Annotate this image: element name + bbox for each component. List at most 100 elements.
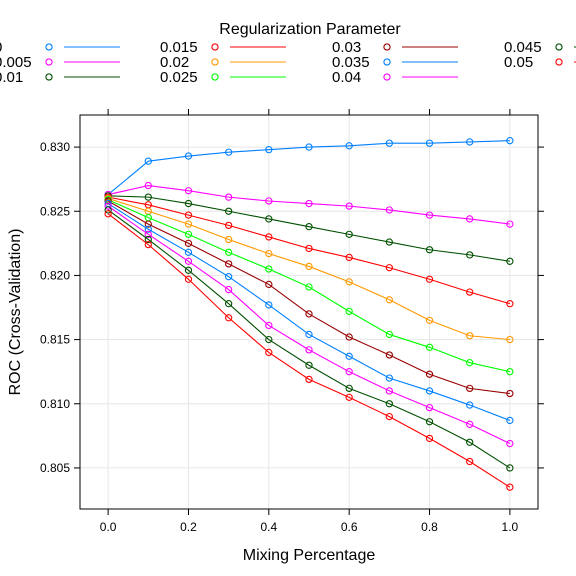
legend-label: 0.035 [332,54,370,71]
data-point [466,384,474,393]
legend-marker [211,73,219,81]
legend-item: 0.015 [160,39,286,56]
data-point [184,199,193,208]
y-tick-label: 0.815 [40,333,70,347]
series-0.005 [104,181,514,228]
data-point [345,368,353,376]
data-point [506,335,514,344]
data-point [466,359,474,367]
data-point [184,275,193,283]
data-point [425,275,434,283]
data-point [345,384,353,393]
legend-label: 0.02 [160,54,189,71]
data-point [305,310,313,318]
y-tick-label: 0.830 [40,140,70,154]
data-point [305,330,313,339]
data-point [345,230,353,239]
legend-marker [383,73,391,81]
gridlines [80,115,538,509]
data-point [305,244,313,253]
series-layer [104,137,514,491]
data-point [305,361,313,369]
series-line [107,209,511,469]
series-line [108,185,510,225]
series-line [107,200,510,395]
data-point [345,307,353,316]
data-point [104,206,112,214]
data-point [425,316,434,324]
data-point [425,387,434,395]
data-point [345,393,353,401]
legend-label: 0.05 [504,54,533,71]
series-0.04 [104,202,514,448]
legend-item: 0.045 [504,39,576,56]
series-line [107,199,510,373]
data-point [506,300,514,308]
plot-frame [79,114,539,510]
data-point [506,389,514,398]
legend-item: 0.05 [504,54,576,71]
data-point [466,288,474,296]
series-line [107,205,511,445]
x-tick-label: 0.6 [341,520,358,534]
data-point [506,137,514,145]
data-point [224,285,233,294]
data-point [144,225,152,233]
data-point [385,374,394,382]
series-0.03 [104,197,514,398]
data-point [385,238,394,246]
y-tick-label: 0.825 [40,204,70,218]
data-point [265,321,273,330]
data-point [224,314,233,322]
data-point [224,260,233,268]
x-tick-label: 0.0 [100,520,117,534]
data-point [104,210,112,218]
legend-marker [555,43,563,51]
data-point [224,193,233,201]
data-point [144,157,152,165]
data-point [466,420,474,428]
data-point [144,230,152,239]
legend-label: 0.045 [504,39,542,56]
data-point [506,220,514,228]
data-point [224,148,233,156]
data-point [345,333,353,341]
data-point [305,346,313,354]
data-point [224,207,233,215]
data-point [224,221,233,230]
data-point [144,240,152,249]
data-point [425,418,434,426]
data-point [506,464,514,472]
x-tick-label: 1.0 [502,520,519,534]
data-point [345,142,353,150]
data-point [466,251,474,259]
data-point [506,416,514,425]
series-line [107,140,510,195]
data-point [184,152,193,160]
legend-marker [211,58,219,66]
legend-item: 0.005 [0,54,120,71]
data-point [345,278,353,286]
legend-marker [45,73,53,81]
data-point [506,439,514,448]
series-0.045 [104,206,514,472]
data-point [385,206,394,214]
data-point [385,264,394,272]
data-point [425,139,434,147]
data-point [184,248,193,256]
legend-item: 0.03 [332,39,458,56]
data-point [466,457,474,466]
y-tick-label: 0.810 [40,397,70,411]
legend-title: Regularization Parameter [219,21,401,38]
data-point [265,215,273,223]
legend-label: 0.015 [160,39,198,56]
data-point [385,351,394,359]
data-point [425,211,434,219]
legend-label: 0.03 [332,39,361,56]
x-tick-label: 0.2 [180,520,197,534]
data-point [265,233,273,241]
data-point [425,403,434,412]
legend-item: 0.025 [160,69,286,86]
